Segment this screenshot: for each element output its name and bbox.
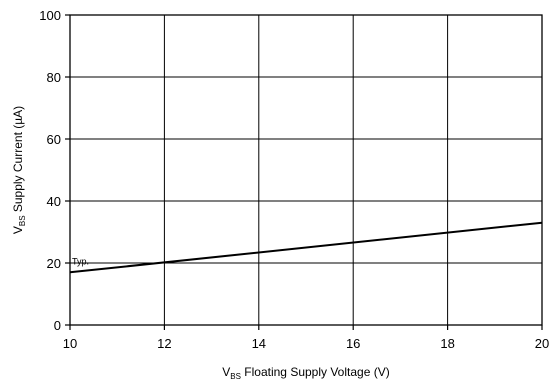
y-tick-label: 40 [47, 194, 61, 209]
y-tick-labels: 0 20 40 60 80 100 [39, 8, 61, 333]
x-tick-label: 14 [252, 336, 266, 351]
series-line-typ [69, 221, 543, 274]
tick-marks [65, 14, 543, 330]
x-tick-label: 16 [346, 336, 360, 351]
series-annotation-typ: Typ. [72, 256, 89, 266]
x-tick-label: 18 [440, 336, 454, 351]
plot-frame [69, 14, 543, 326]
y-tick-label: 60 [47, 132, 61, 147]
y-tick-label: 100 [39, 8, 61, 23]
series: Typ. [69, 221, 543, 274]
y-tick-label: 80 [47, 70, 61, 85]
x-tick-label: 20 [535, 336, 549, 351]
x-tick-labels: 10 12 14 16 18 20 [63, 336, 549, 351]
y-axis-label: VBS Supply Current (µA) [11, 106, 27, 234]
x-tick-label: 12 [157, 336, 171, 351]
x-tick-label: 10 [63, 336, 77, 351]
y-tick-label: 0 [54, 318, 61, 333]
y-tick-label: 20 [47, 256, 61, 271]
x-axis-label: VBS Floating Supply Voltage (V) [222, 365, 389, 381]
grid [70, 15, 542, 325]
